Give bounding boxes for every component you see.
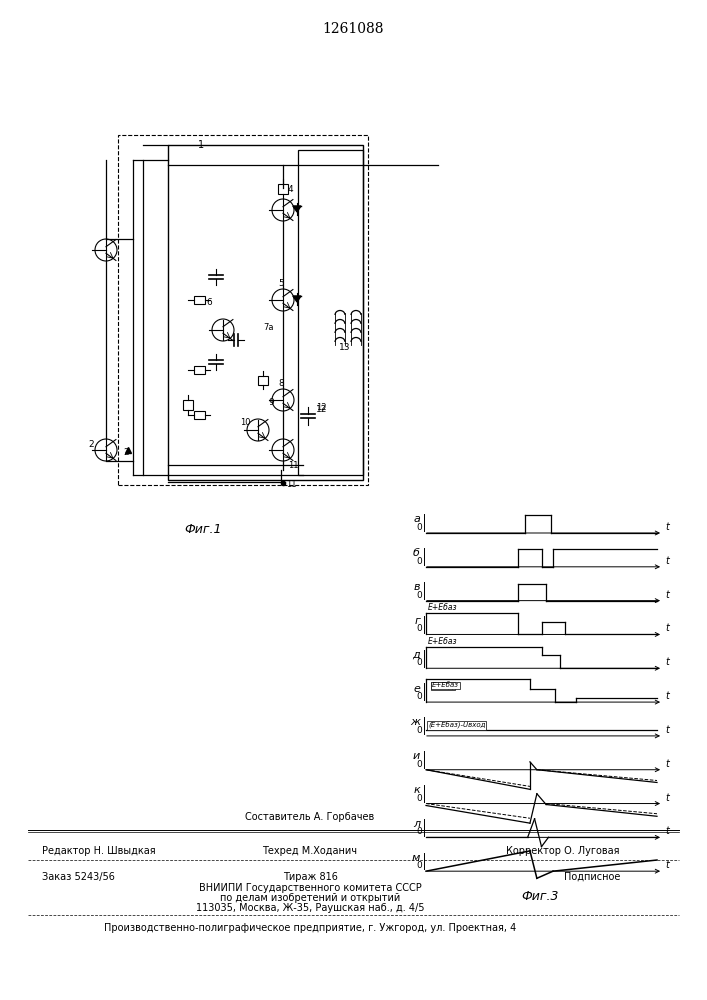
Text: Uвход: Uвход — [432, 683, 455, 689]
Text: и: и — [413, 751, 420, 761]
Text: Производственно-полиграфическое предприятие, г. Ужгород, ул. Проектная, 4: Производственно-полиграфическое предприя… — [104, 923, 516, 933]
Text: 8: 8 — [278, 379, 284, 388]
Text: Техред М.Ходанич: Техред М.Ходанич — [262, 846, 358, 856]
Text: 2: 2 — [88, 440, 93, 449]
Text: Редактор Н. Швыдкая: Редактор Н. Швыдкая — [42, 846, 156, 856]
Text: t: t — [665, 556, 669, 566]
Text: 0: 0 — [416, 591, 422, 600]
Text: t: t — [665, 725, 669, 735]
Text: 1: 1 — [198, 140, 204, 150]
Text: 0: 0 — [416, 760, 422, 769]
Text: E+Eбаз: E+Eбаз — [432, 682, 459, 688]
Text: 0: 0 — [416, 557, 422, 566]
Text: t: t — [665, 657, 669, 667]
Bar — [298, 150, 363, 475]
Bar — [194, 296, 204, 304]
Text: E+Eбаз: E+Eбаз — [428, 637, 457, 646]
Text: t: t — [665, 691, 669, 701]
Text: 0: 0 — [416, 726, 422, 735]
Text: е: е — [413, 684, 420, 694]
Bar — [118, 135, 368, 485]
Text: б: б — [413, 548, 420, 558]
Bar — [258, 375, 268, 384]
Text: 113035, Москва, Ж-35, Раушская наб., д. 4/5: 113035, Москва, Ж-35, Раушская наб., д. … — [196, 903, 424, 913]
Text: t: t — [665, 826, 669, 836]
Polygon shape — [293, 296, 301, 302]
Text: 4: 4 — [288, 185, 293, 194]
Text: 0: 0 — [416, 624, 422, 633]
Text: 0: 0 — [416, 827, 422, 836]
Text: 12: 12 — [316, 405, 327, 414]
Text: Тираж 816: Тираж 816 — [283, 872, 337, 882]
Text: 9: 9 — [268, 398, 274, 407]
Text: к: к — [414, 785, 420, 795]
Bar — [183, 400, 193, 410]
Text: 1261088: 1261088 — [322, 22, 384, 36]
Text: л: л — [413, 819, 420, 829]
Text: (E+Eбаз)-Uвход: (E+Eбаз)-Uвход — [428, 721, 486, 729]
Text: 0: 0 — [416, 523, 422, 532]
Text: t: t — [665, 860, 669, 870]
Text: 11: 11 — [286, 480, 296, 489]
Text: t: t — [665, 793, 669, 803]
Text: в: в — [414, 582, 420, 592]
Text: ВНИИПИ Государственного комитета СССР: ВНИИПИ Государственного комитета СССР — [199, 883, 421, 893]
Text: Составитель А. Горбачев: Составитель А. Горбачев — [245, 812, 375, 822]
Text: 5: 5 — [278, 279, 284, 288]
Text: 13: 13 — [339, 343, 351, 352]
Text: t: t — [665, 522, 669, 532]
Bar — [194, 366, 204, 374]
Text: 6: 6 — [206, 298, 212, 307]
Text: г: г — [414, 616, 420, 626]
Bar — [278, 184, 288, 194]
Text: Фиг.3: Фиг.3 — [521, 890, 559, 903]
Text: 0: 0 — [416, 658, 422, 667]
Text: по делам изобретений и открытий: по делам изобретений и открытий — [220, 893, 400, 903]
Text: Корректор О. Луговая: Корректор О. Луговая — [506, 846, 620, 856]
Text: 0: 0 — [416, 692, 422, 701]
Bar — [168, 145, 363, 480]
Text: Подписное: Подписное — [563, 872, 620, 882]
Text: Заказ 5243/56: Заказ 5243/56 — [42, 872, 115, 882]
Text: 0: 0 — [416, 794, 422, 803]
Polygon shape — [293, 206, 301, 212]
Text: 12: 12 — [316, 403, 327, 412]
Text: м: м — [411, 853, 420, 863]
Text: 10: 10 — [240, 418, 250, 427]
Text: 2: 2 — [123, 448, 129, 457]
Text: д: д — [412, 650, 420, 660]
Text: 0: 0 — [416, 861, 422, 870]
Text: ж: ж — [410, 717, 420, 727]
Text: t: t — [665, 759, 669, 769]
Text: а: а — [413, 514, 420, 524]
Text: E+Eбаз: E+Eбаз — [428, 603, 457, 612]
Bar — [194, 411, 204, 419]
Text: 11: 11 — [288, 461, 298, 470]
Text: t: t — [665, 623, 669, 633]
Text: 7a: 7a — [263, 323, 274, 332]
Text: t: t — [665, 590, 669, 600]
Text: Фиг.1: Фиг.1 — [185, 523, 222, 536]
